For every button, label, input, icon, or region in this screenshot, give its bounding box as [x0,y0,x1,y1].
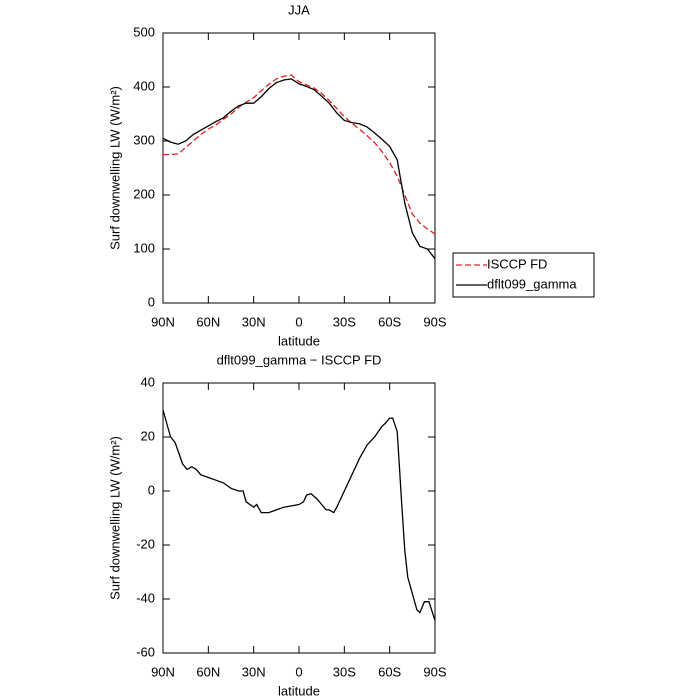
y-tick-label: 200 [133,186,155,201]
chart-title: JJA [288,2,310,17]
x-tick-label: 60S [378,664,401,679]
y-tick-label: 0 [148,294,155,309]
legend-label: ISCCP FD [487,256,547,271]
y-tick-label: 40 [141,374,155,389]
legend-label: dflt099_gamma [487,276,577,291]
y-tick-label: 100 [133,240,155,255]
x-tick-label: 60N [196,314,220,329]
x-tick-label: 90N [151,314,175,329]
data-line [163,74,436,235]
legend-box [452,252,595,298]
chart-title: dflt099_gamma − ISCCP FD [217,352,382,367]
x-tick-label: 90N [151,664,175,679]
data-line [162,409,436,621]
y-axis-label: Surf downwelling LW (W/m²) [107,436,122,600]
x-axis-label: latitude [278,683,320,698]
x-tick-label: 30S [333,664,356,679]
y-tick-label: 300 [133,132,155,147]
x-tick-label: 90S [423,664,446,679]
y-tick-label: 20 [141,428,155,443]
x-tick-label: 60N [196,664,220,679]
y-tick-label: 500 [133,24,155,39]
plot-frame [162,32,436,304]
data-line [162,78,436,260]
y-tick-label: 0 [148,482,155,497]
y-tick-label: -60 [136,644,155,659]
y-tick-label: 400 [133,78,155,93]
x-tick-label: 90S [423,314,446,329]
x-tick-label: 30N [242,314,266,329]
y-tick-label: -20 [136,536,155,551]
x-tick-label: 60S [378,314,401,329]
x-tick-label: 0 [295,664,302,679]
y-axis-label: Surf downwelling LW (W/m²) [107,86,122,250]
x-tick-label: 0 [295,314,302,329]
x-axis-label: latitude [278,333,320,348]
y-tick-label: -40 [136,590,155,605]
x-tick-label: 30N [242,664,266,679]
x-tick-label: 30S [333,314,356,329]
